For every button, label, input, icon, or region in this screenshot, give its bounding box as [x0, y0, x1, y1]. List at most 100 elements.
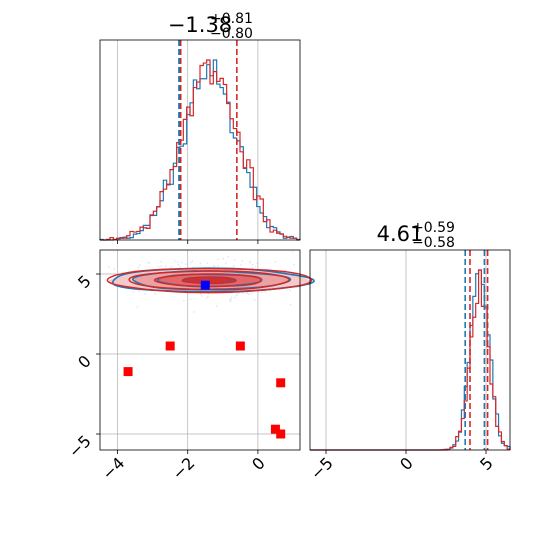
histogram-panel-param-1: −1.38 +0.81 −0.80 [99, 11, 301, 244]
joint-y-tick-labels: 5 0 −5 [65, 271, 95, 461]
joint-scatter-point [289, 289, 291, 291]
joint-scatter-point [132, 291, 135, 293]
hist2-series-0 [310, 269, 511, 451]
joint-scatter-point [144, 293, 146, 295]
joint-scatter-point [225, 262, 227, 265]
joint-scatter-point [186, 299, 189, 302]
joint-ytick-label-2: −5 [65, 431, 95, 461]
hist1-histograms [99, 59, 301, 241]
hist2-series-1 [310, 269, 511, 451]
joint-scatter-point [230, 299, 233, 301]
joint-scatter-point [179, 266, 182, 268]
red-marker-4 [270, 424, 280, 434]
joint-ytick-label-0: 5 [74, 271, 95, 292]
param-1-title: −1.38 [168, 13, 232, 37]
joint-scatter-point [205, 297, 208, 299]
joint-scatter-point [107, 266, 110, 268]
joint-scatter-point [251, 266, 254, 269]
joint-scatter-point [257, 291, 260, 293]
hist1-series-1 [100, 59, 300, 241]
joint-contour-fill-3 [183, 277, 236, 284]
joint-scatter-point [254, 266, 257, 268]
red-marker-0 [165, 341, 175, 351]
red-marker-2 [123, 367, 133, 377]
hist2-quantile-lines [464, 250, 489, 450]
joint-markers [123, 280, 286, 439]
joint-contour-series-b-3 [181, 276, 237, 284]
joint-scatter-point [138, 264, 141, 266]
hist2-xtick-label-1: 0 [396, 453, 417, 474]
joint-scatter-point [173, 260, 176, 262]
joint-scatter-point [189, 298, 192, 300]
joint-scatter-point [171, 265, 174, 268]
hist1-quantile-lines [178, 40, 238, 240]
joint-scatter-point [246, 292, 248, 295]
param-1-title-value: −1.38 [168, 13, 232, 37]
hist2-xtick-label-2: 5 [476, 453, 497, 474]
hist2-tick-marks [325, 450, 487, 454]
joint-scatter-point [289, 303, 292, 306]
joint-tick-marks [96, 273, 259, 454]
joint-scatter-point [264, 291, 267, 293]
param-2-title-lower: −0.58 [412, 235, 455, 251]
joint-distribution-panel: 5 0 −5 −4 −2 0 [65, 249, 315, 484]
joint-scatter-point [189, 261, 192, 264]
red-marker-1 [235, 341, 245, 351]
param-1-title-lower: −0.80 [210, 26, 253, 42]
joint-scatter-point [230, 296, 233, 299]
hist2-x-tick-labels: −5 0 5 [307, 453, 497, 483]
joint-scatter-point [165, 265, 167, 267]
joint-scatter-point [137, 266, 140, 269]
joint-scatter-point [160, 265, 163, 267]
joint-scatter-point [199, 262, 202, 265]
joint-scatter-point [284, 269, 287, 272]
param-2-title-value: 4.61 [377, 222, 424, 246]
joint-scatter-point [240, 264, 242, 266]
joint-scatter-point [206, 262, 209, 265]
joint-scatter-point [160, 260, 162, 263]
histogram-panel-param-2: −5 0 5 4.61 +0.59 −0.58 [307, 220, 511, 484]
joint-scatter-point [233, 259, 236, 262]
hist2-gridlines [325, 250, 487, 450]
hist1-series-0 [99, 59, 301, 241]
joint-scatter-point [248, 293, 250, 295]
joint-ytick-label-1: 0 [74, 351, 95, 372]
joint-scatter-point [238, 292, 240, 295]
joint-scatter-point [148, 261, 151, 264]
joint-scatter-point [293, 264, 295, 266]
joint-contours [106, 267, 315, 294]
joint-scatter-point [261, 291, 263, 294]
joint-scatter-point [207, 295, 209, 298]
joint-scatter-point [186, 263, 189, 266]
joint-scatter-point [200, 295, 203, 297]
hist2-frame [309, 249, 511, 451]
joint-scatter-point [191, 260, 194, 262]
joint-scatter-point [138, 290, 141, 293]
joint-scatter-point [291, 250, 294, 253]
joint-scatter-point [207, 293, 210, 295]
joint-scatter-point [222, 257, 225, 260]
joint-scatter-point [249, 260, 251, 263]
joint-scatter-point [183, 299, 185, 302]
joint-scatter-point [185, 263, 187, 265]
joint-scatter-point [228, 298, 231, 300]
joint-scatter-point [274, 260, 277, 263]
joint-contour-series-b-0 [106, 268, 313, 294]
joint-scatter-point [176, 261, 179, 263]
joint-scatter-point [193, 311, 196, 313]
joint-scatter-point [217, 265, 219, 267]
joint-xtick-label-2: 0 [248, 453, 269, 474]
joint-scatter-point [113, 268, 116, 270]
joint-contour-series-b-1 [128, 270, 290, 291]
hist2-histograms [310, 269, 511, 451]
joint-scatter-point [216, 258, 219, 260]
joint-scatter-point [181, 261, 183, 264]
joint-scatter-point [169, 266, 171, 269]
joint-scatter-point [213, 265, 215, 267]
joint-scatter-point [121, 271, 124, 274]
param-2-title-upper: +0.59 [412, 220, 455, 236]
joint-scatter-point [229, 300, 232, 303]
joint-scatter-point [154, 292, 156, 295]
joint-x-tick-labels: −4 −2 0 [98, 453, 268, 483]
